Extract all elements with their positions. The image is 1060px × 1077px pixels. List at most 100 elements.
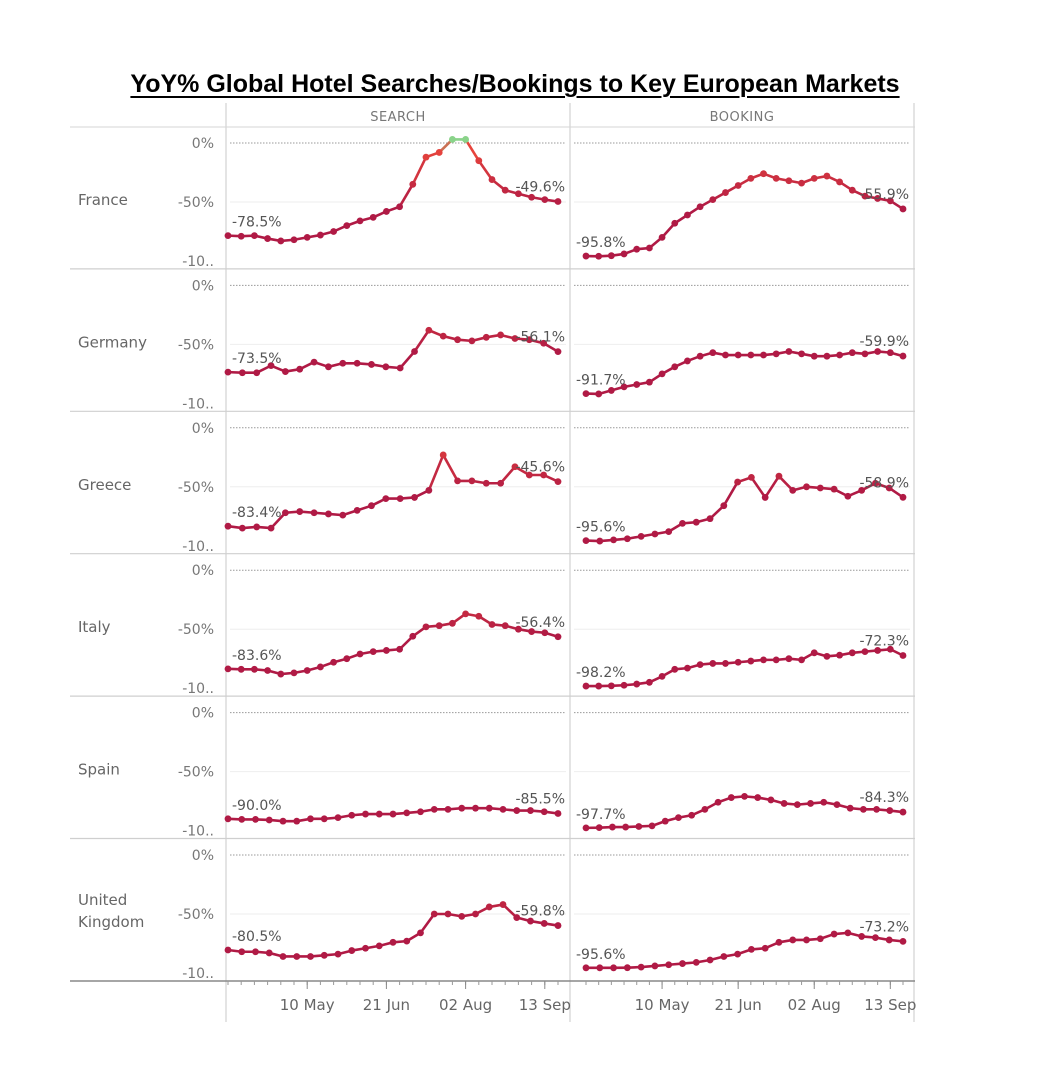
data-point-greece-search-11 [368,502,375,510]
data-point-france-search-2 [237,232,245,240]
data-point-greece-search-7 [310,509,318,517]
data-point-greece-search-23 [540,471,548,479]
data-point-france-search-9 [330,228,337,235]
data-point-france-search-16 [422,153,430,161]
data-point-germany-search-13 [396,364,404,372]
data-point-spain-search-22 [513,807,521,814]
row-label-greece: Greece [78,476,131,494]
data-point-germany-search-1 [224,368,232,376]
end-label-spain-booking: -84.3% [859,790,909,806]
x-tick-label-search-3: 02 Aug [439,996,492,1014]
data-point-italy-booking-10 [696,661,704,668]
data-point-france-search-7 [303,234,311,241]
data-point-spain-search-11 [362,810,369,818]
end-label-united-kingdom-search: -59.8% [515,904,565,920]
series-segment-greece-search-15 [427,453,445,492]
data-point-spain-booking-4 [622,823,630,831]
data-point-germany-booking-24 [874,348,882,355]
data-point-italy-search-8 [317,663,324,671]
start-label-italy-booking: -98.2% [576,665,626,681]
data-point-italy-booking-17 [785,655,793,663]
data-point-italy-booking-20 [823,652,831,660]
data-point-france-booking-7 [658,234,666,241]
data-point-greece-booking-6 [651,530,659,538]
data-point-greece-search-4 [267,524,275,532]
data-point-greece-booking-12 [734,478,742,486]
data-point-greece-booking-7 [665,528,673,536]
data-point-italy-booking-12 [722,660,729,667]
data-point-italy-booking-26 [899,652,907,659]
data-point-italy-booking-6 [646,678,653,686]
data-point-united-kingdom-search-9 [334,950,342,958]
y-tick-label-greece-2: -50% [178,480,214,496]
data-point-italy-booking-9 [684,664,691,672]
data-point-spain-booking-2 [595,824,603,832]
data-point-spain-booking-14 [754,794,762,801]
series-segment-greece-booking-14 [763,474,781,499]
data-point-greece-search-21 [511,463,519,471]
data-point-germany-booking-5 [633,381,641,388]
series-segment-france-search-19 [464,138,481,162]
data-point-united-kingdom-booking-18 [816,935,824,943]
data-point-greece-booking-14 [761,494,769,501]
data-point-united-kingdom-search-16 [430,910,438,918]
end-label-greece-search: -45.6% [515,460,565,476]
data-point-germany-search-15 [425,326,433,334]
data-point-spain-booking-22 [859,805,867,813]
data-point-france-search-20 [475,157,483,165]
start-label-spain-search: -90.0% [232,798,282,814]
y-tick-label-greece-3: -10.. [182,539,214,555]
data-point-germany-booking-8 [671,363,679,371]
data-point-spain-search-7 [307,815,314,823]
data-point-united-kingdom-search-14 [403,937,411,945]
data-point-germany-search-18 [468,337,476,345]
data-point-greece-search-22 [525,471,533,479]
y-tick-label-spain-3: -10.. [182,824,214,840]
data-point-germany-search-11 [368,361,375,368]
data-point-france-booking-18 [798,179,805,187]
data-point-germany-booking-19 [810,352,818,360]
data-point-italy-search-19 [462,610,469,618]
data-point-spain-booking-1 [582,824,590,832]
data-point-united-kingdom-booking-6 [651,962,659,970]
data-point-greece-booking-4 [623,535,631,543]
data-point-germany-search-10 [353,359,361,367]
data-point-united-kingdom-search-6 [293,953,301,960]
data-point-italy-booking-3 [607,682,615,690]
data-point-france-booking-1 [582,252,590,260]
data-point-greece-booking-8 [679,519,686,527]
data-point-greece-search-1 [224,522,232,530]
data-point-germany-booking-12 [722,351,729,359]
data-point-germany-booking-3 [607,387,615,394]
data-point-italy-search-20 [475,612,483,620]
data-point-italy-booking-19 [810,649,818,657]
data-point-spain-search-19 [472,804,479,812]
data-point-united-kingdom-booking-9 [692,958,700,966]
series-segment-germany-search-13 [398,350,416,370]
start-label-united-kingdom-booking: -95.6% [576,947,626,963]
data-point-spain-booking-17 [793,801,801,809]
data-point-united-kingdom-search-22 [513,914,521,921]
data-point-france-search-25 [541,196,549,204]
start-label-united-kingdom-search: -80.5% [232,929,282,945]
start-label-france-search: -78.5% [232,215,282,231]
data-point-united-kingdom-search-7 [307,953,314,960]
start-label-germany-search: -73.5% [232,351,282,367]
data-point-germany-search-20 [497,331,505,339]
data-point-united-kingdom-booking-19 [830,930,838,938]
data-point-greece-booking-9 [692,518,700,526]
data-point-france-booking-4 [620,250,628,258]
data-point-greece-booking-22 [872,479,879,487]
data-point-germany-search-3 [253,369,261,377]
x-tick-label-booking-1: 10 May [635,996,690,1014]
data-point-united-kingdom-booking-13 [747,946,755,953]
data-point-france-search-6 [290,236,298,244]
data-point-france-booking-17 [785,177,793,185]
x-tick-label-booking-3: 02 Aug [788,996,841,1014]
data-point-italy-search-9 [330,658,337,666]
end-label-germany-booking: -59.9% [859,334,909,350]
data-point-greece-search-10 [353,507,361,514]
data-point-france-search-15 [409,180,417,188]
data-point-spain-search-1 [224,815,232,823]
data-point-france-booking-13 [734,182,742,189]
